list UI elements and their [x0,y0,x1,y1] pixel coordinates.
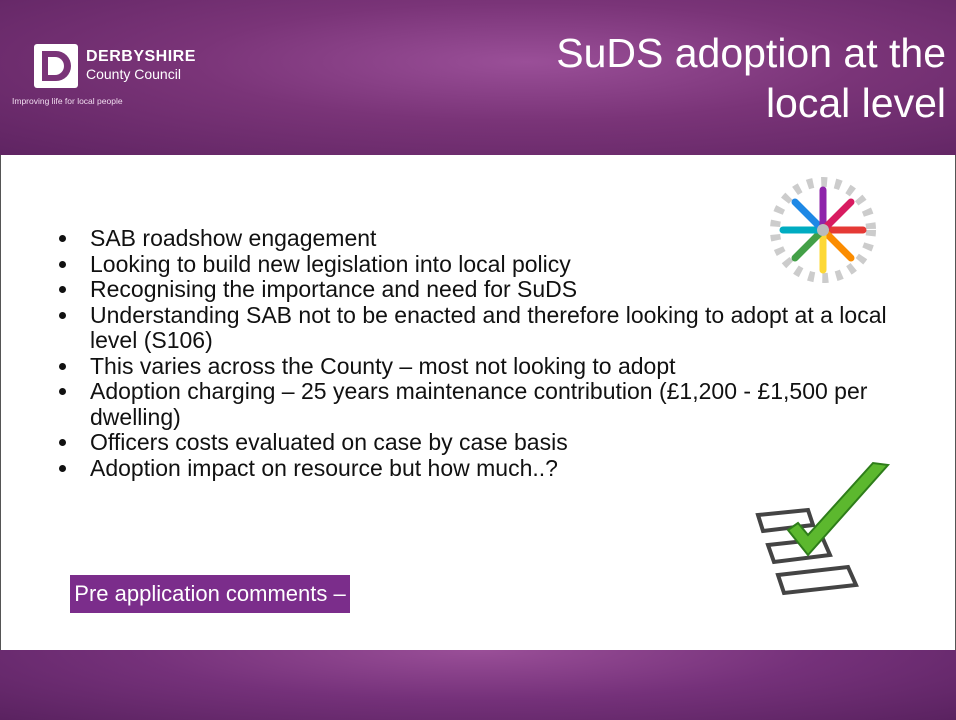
slide-title: SuDS adoption at the local level [556,28,946,128]
callout-box: Pre application comments – charging? [70,575,350,613]
logo: DERBYSHIRE County Council Improving life… [12,40,242,120]
logo-icon [34,44,78,88]
logo-name: DERBYSHIRE [86,48,196,66]
logo-subtitle: County Council [86,66,181,82]
title-line: local level [556,78,946,128]
title-line: SuDS adoption at the [556,28,946,78]
bullet-item: Officers costs evaluated on case by case… [80,430,940,456]
bullet-item: This varies across the County – most not… [80,354,940,380]
bullet-item: Adoption impact on resource but how much… [80,456,940,482]
bullet-item: Adoption charging – 25 years maintenance… [80,379,940,430]
bullet-item: Recognising the importance and need for … [80,277,940,303]
bullet-item: Looking to build new legislation into lo… [80,252,940,278]
slide: DERBYSHIRE County Council Improving life… [0,0,956,720]
footer-band [0,650,956,720]
logo-mark [34,44,78,88]
bullet-item: Understanding SAB not to be enacted and … [80,303,940,354]
logo-tagline: Improving life for local people [12,96,123,106]
bullet-list: SAB roadshow engagementLooking to build … [56,226,940,481]
bullet-item: SAB roadshow engagement [80,226,940,252]
